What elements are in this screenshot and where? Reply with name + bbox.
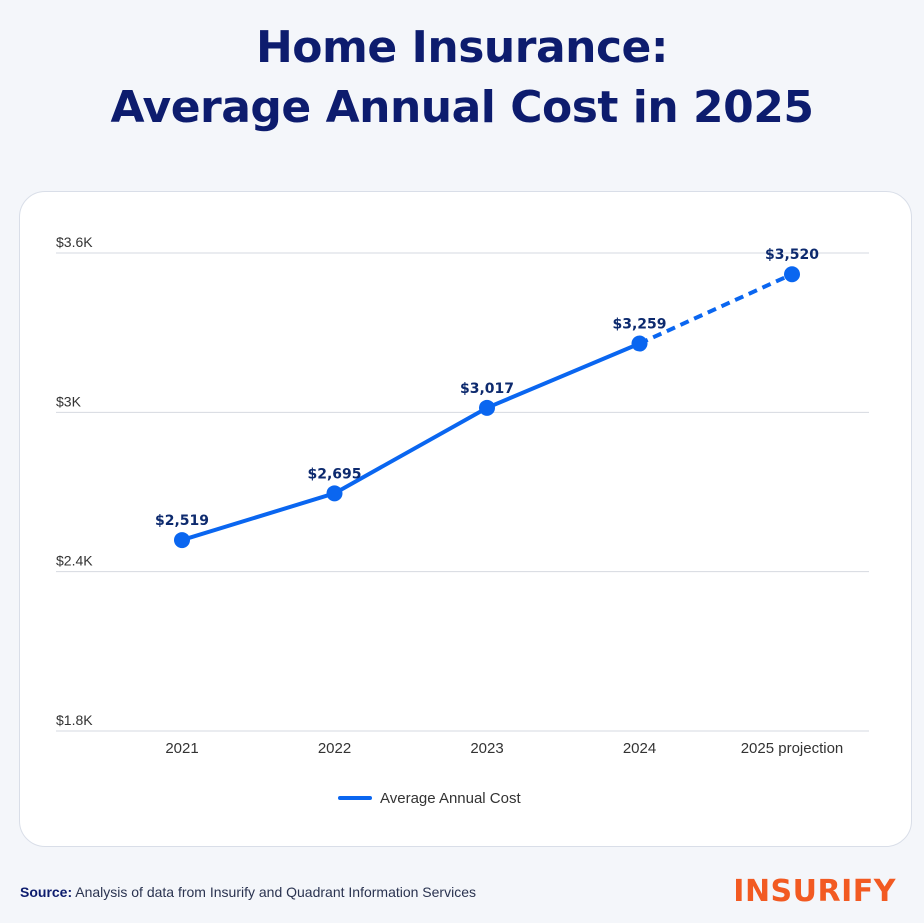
legend-label: Average Annual Cost (380, 790, 521, 807)
series-line (180, 341, 642, 543)
data-point (784, 266, 800, 283)
data-point (326, 485, 343, 502)
y-tick-label: $3K (56, 393, 82, 409)
page-title: Home Insurance: Average Annual Cost in 2… (0, 18, 924, 138)
y-tick-label: $2.4K (56, 553, 93, 569)
series-line-projection (638, 272, 793, 346)
x-tick-label: 2022 (318, 740, 351, 757)
data-point (479, 399, 495, 416)
source-note: Source: Analysis of data from Insurify a… (20, 884, 476, 900)
data-point (631, 335, 648, 352)
x-tick-label: 2024 (623, 740, 656, 757)
y-tick-label: $3.6K (56, 234, 93, 250)
data-label: $3,017 (460, 381, 514, 397)
insurify-logo: INSURIFY (733, 874, 896, 909)
data-label: $3,259 (612, 317, 666, 333)
x-tick-label: 2025 projection (741, 740, 844, 757)
data-point (174, 532, 190, 549)
data-label: $2,519 (155, 513, 209, 529)
chart-card: $1.8K $2.4K $3K $3.6K 2021 2022 2023 2024 2025 p… (19, 191, 912, 847)
y-tick-label: $1.8K (56, 712, 93, 728)
title-line-2: Average Annual Cost in 2025 (110, 82, 814, 133)
x-tick-label: 2023 (470, 740, 503, 757)
source-text: Analysis of data from Insurify and Quadr… (75, 884, 476, 900)
x-tick-label: 2021 (165, 740, 198, 757)
line-chart: $1.8K $2.4K $3K $3.6K 2021 2022 2023 2024 2025 p… (56, 234, 869, 807)
data-label: $3,520 (765, 247, 819, 263)
source-label: Source: (20, 884, 73, 900)
data-label: $2,695 (307, 466, 361, 482)
title-line-1: Home Insurance: (255, 22, 669, 73)
